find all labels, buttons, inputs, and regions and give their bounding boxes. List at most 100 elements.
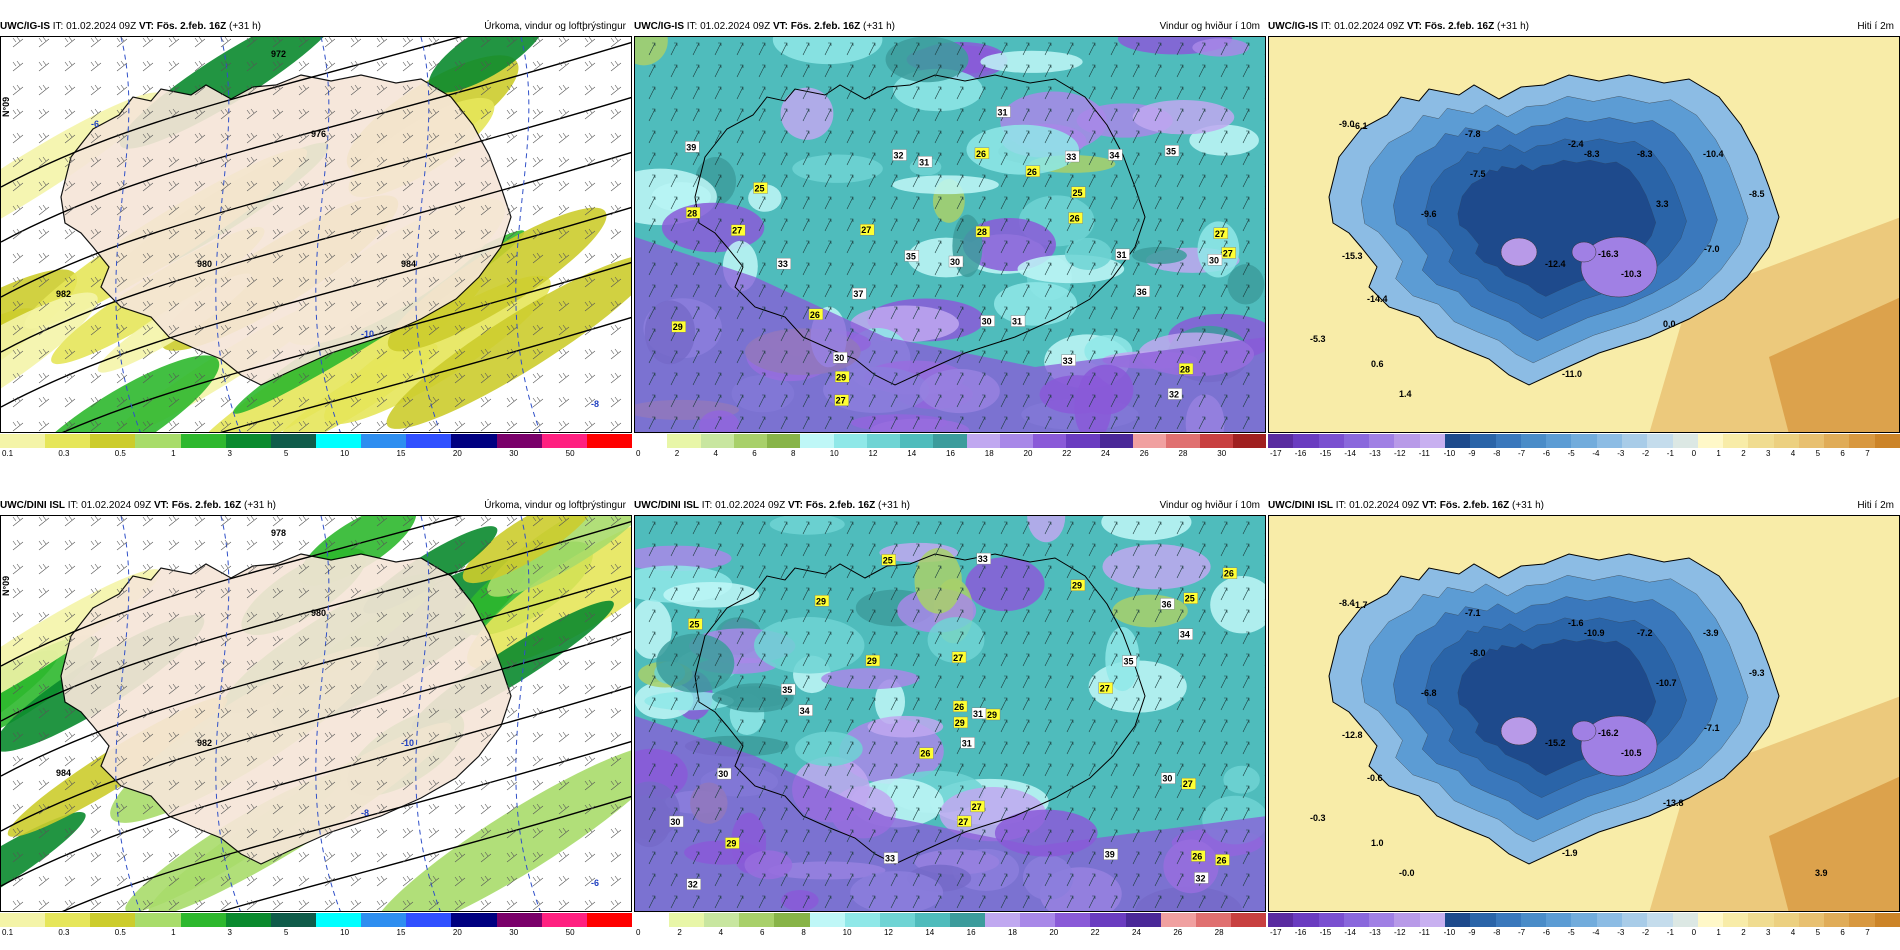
wind-arrow (758, 108, 766, 122)
wind-arrow (692, 196, 700, 210)
legend-swatch (949, 913, 986, 927)
wind-arrow (1198, 631, 1206, 645)
wind-barb (246, 827, 258, 839)
wind-arrow (648, 86, 656, 100)
wind-barb (454, 300, 466, 312)
temp-value: -5.3 (1310, 334, 1326, 344)
wind-arrow (978, 741, 986, 755)
wind-arrow (648, 416, 656, 430)
wind-barb (376, 132, 388, 144)
wind-arrow (846, 218, 854, 232)
legend-swatch (1571, 913, 1597, 927)
wind-arrow (714, 565, 722, 579)
wind-arrow (736, 543, 744, 557)
wind-arrow (824, 240, 832, 254)
wind-arrow (1220, 741, 1228, 755)
panel-title: Úrkoma, vindur og loftþrýstingur (484, 21, 626, 32)
wind-barb (220, 300, 232, 312)
wind-barb (220, 204, 232, 216)
gust-box (1068, 212, 1083, 224)
wind-barb (194, 827, 206, 839)
wind-arrow (1088, 675, 1096, 689)
legend-swatch (180, 434, 226, 448)
wind-arrow (846, 719, 854, 733)
wind-barb (454, 372, 466, 384)
wind-arrow (868, 851, 876, 865)
legend-swatch (1293, 434, 1319, 448)
wind-arrow (1132, 240, 1140, 254)
wind-barb (558, 516, 570, 527)
wind-arrow (956, 829, 964, 843)
wind-arrow (802, 174, 810, 188)
legend-tick-label: -7 (1518, 449, 1526, 458)
wind-barb (402, 779, 414, 791)
legend-swatch (1318, 434, 1344, 448)
wind-barb (428, 827, 440, 839)
wind-barb (38, 539, 50, 551)
gust-value: 30 (982, 316, 992, 326)
wind-barb (64, 827, 76, 839)
wind-barb (350, 779, 362, 791)
wind-arrow (1088, 807, 1096, 821)
model-name: UWC/IG-IS (634, 21, 684, 32)
wind-barb (584, 755, 596, 767)
wind-arrow (1242, 873, 1250, 887)
wind-arrow (648, 306, 656, 320)
wind-arrow (890, 653, 898, 667)
gust-box (1108, 149, 1123, 161)
wind-arrow (648, 785, 656, 799)
wind-arrow (670, 631, 678, 645)
gust-value: 29 (673, 322, 683, 332)
wind-arrow (890, 873, 898, 887)
wind-arrow (692, 719, 700, 733)
wind-arrow (1044, 196, 1052, 210)
wind-arrow (1198, 394, 1206, 408)
wind-arrow (1022, 873, 1030, 887)
wind-arrow (1044, 284, 1052, 298)
wind-barb (194, 779, 206, 791)
legend-swatch (0, 913, 46, 927)
wind-arrow (956, 284, 964, 298)
wind-barb (376, 180, 388, 192)
legend-swatch (1090, 913, 1126, 927)
wind-arrow (824, 675, 832, 689)
precip-area (386, 254, 631, 429)
legend-tick-label: 20 (452, 449, 462, 458)
wind-arrow (956, 350, 964, 364)
legend-swatch (135, 913, 181, 927)
temp-value: -8.5 (1749, 189, 1765, 199)
gust-marker: 32 (1167, 388, 1183, 400)
gust-marker: 33 (1065, 150, 1080, 163)
wind-arrow (758, 416, 766, 430)
wind-barb (168, 851, 180, 863)
wind-barb (298, 635, 310, 647)
wind-arrow (1110, 86, 1118, 100)
temp-value: -11.0 (1562, 369, 1582, 379)
legend-swatch (1125, 913, 1161, 927)
wind-arrow (934, 86, 942, 100)
wind-barb (142, 779, 154, 791)
wind-arrow (1264, 230, 1265, 231)
wind-barb (168, 779, 180, 791)
gust-marker: 30 (1207, 254, 1223, 266)
wind-arrow (890, 763, 898, 777)
wind-barb (220, 731, 232, 743)
wind-barb (376, 803, 388, 815)
gust-box (686, 878, 701, 890)
wind-barb (298, 707, 310, 719)
wind-barb (90, 707, 102, 719)
gust-marker: 28 (685, 207, 701, 219)
wind-arrow (868, 196, 876, 210)
wind-arrow (1088, 653, 1096, 667)
wind-arrow (692, 565, 700, 579)
legend-tick-label: 24 (1101, 449, 1110, 458)
wind-barb (324, 539, 336, 551)
wind-arrow (824, 895, 832, 909)
wind-barb (324, 875, 336, 887)
wind-speed-area (927, 617, 985, 663)
wind-barb (402, 827, 414, 839)
wind-barb (194, 683, 206, 695)
wind-barb (194, 108, 206, 120)
wind-arrow (1154, 108, 1162, 122)
gust-box (1061, 354, 1076, 366)
